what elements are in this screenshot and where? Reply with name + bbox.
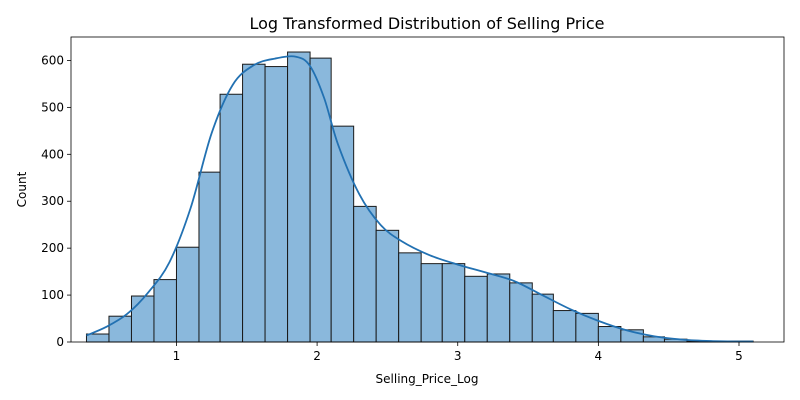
- histogram-bar: [375, 229, 400, 343]
- histogram-bar: [198, 171, 221, 343]
- histogram-bar: [153, 279, 177, 343]
- histogram-bar: [287, 51, 311, 343]
- histogram-bar: [509, 282, 533, 343]
- x-axis-label: Selling_Price_Log: [376, 372, 479, 386]
- x-tick-label: 5: [735, 349, 743, 363]
- histogram-bar: [464, 275, 488, 343]
- y-tick-label: 600: [41, 53, 64, 67]
- plot-area: [70, 36, 785, 343]
- y-tick-label: 100: [41, 288, 64, 302]
- histogram-bar: [219, 93, 244, 343]
- x-tick-label: 3: [454, 349, 462, 363]
- histogram-bar: [531, 293, 554, 343]
- y-axis-label: Count: [15, 171, 29, 207]
- x-tick-label: 4: [595, 349, 603, 363]
- histogram-bar: [108, 315, 132, 343]
- histogram-bar: [85, 333, 110, 343]
- histogram-bar: [486, 273, 511, 343]
- histogram-bar: [420, 263, 443, 343]
- chart-title: Log Transformed Distribution of Selling …: [249, 14, 604, 33]
- histogram-bar: [597, 326, 622, 343]
- y-tick-label: 400: [41, 147, 64, 161]
- y-tick-label: 300: [41, 194, 64, 208]
- histogram-bar: [441, 263, 466, 343]
- histogram-bar: [575, 312, 599, 343]
- histogram-bar: [309, 57, 332, 343]
- x-tick-label: 2: [313, 349, 321, 363]
- y-tick-label: 200: [41, 241, 64, 255]
- histogram-bar: [130, 295, 155, 343]
- histogram-bar: [552, 310, 577, 343]
- histogram-bar: [264, 66, 289, 343]
- y-axis: 0 100 200 300 400 500 600: [41, 53, 71, 349]
- x-tick-label: 1: [173, 349, 181, 363]
- histogram-bar: [175, 246, 200, 343]
- kde-curve: [86, 55, 754, 343]
- histogram-bar: [242, 63, 266, 343]
- x-axis: 1 2 3 4 5: [173, 342, 743, 363]
- histogram-bars: [85, 51, 754, 343]
- y-tick-label: 0: [56, 335, 64, 349]
- y-tick-label: 500: [41, 100, 64, 114]
- plot-frame: [70, 36, 785, 343]
- histogram-bar: [353, 205, 377, 343]
- histogram-bar: [398, 252, 422, 343]
